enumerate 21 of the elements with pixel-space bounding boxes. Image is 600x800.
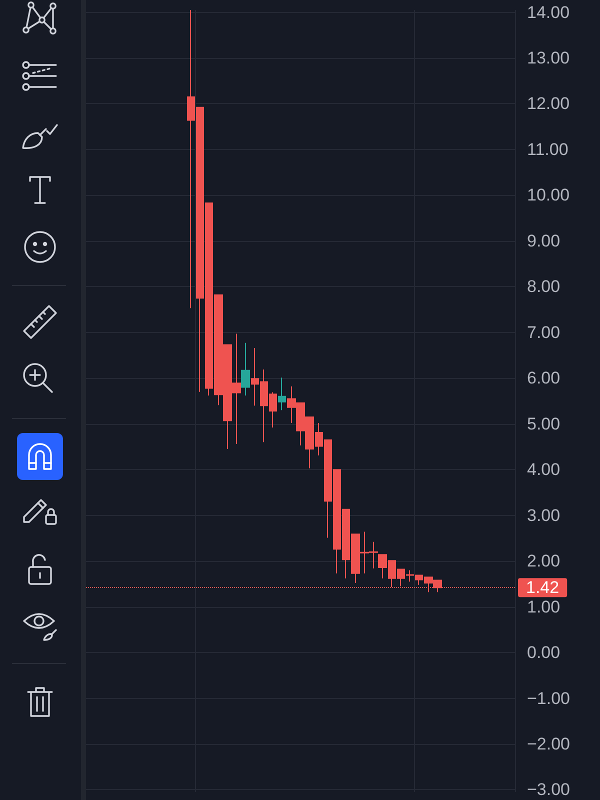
y-tick-label: 6.00 xyxy=(527,368,560,388)
y-tick-label: 8.00 xyxy=(527,277,560,296)
y-tick-label: −3.00 xyxy=(527,780,570,800)
y-tick-label: 9.00 xyxy=(527,231,560,250)
y-tick-label: 13.00 xyxy=(527,48,570,68)
y-tick-label: 4.00 xyxy=(527,460,560,480)
y-tick-label: 3.00 xyxy=(527,506,560,525)
y-tick-label: 0.00 xyxy=(527,643,560,662)
y-tick-label: −1.00 xyxy=(527,688,570,708)
candlestick xyxy=(278,377,286,411)
y-tick-label: 5.00 xyxy=(527,414,560,434)
y-tick-label: 11.00 xyxy=(527,140,568,159)
y-tick-label: 12.00 xyxy=(527,94,570,114)
y-tick-label: 7.00 xyxy=(527,322,560,342)
y-tick-label: 10.00 xyxy=(527,186,570,205)
ref-line-label: 1.42 xyxy=(526,578,560,598)
y-tick-label: 14.00 xyxy=(527,2,570,22)
candlestick xyxy=(241,342,250,396)
y-tick-label: −2.00 xyxy=(527,734,570,754)
y-tick-label: 1.00 xyxy=(527,597,560,616)
y-tick-label: 2.00 xyxy=(527,552,560,571)
